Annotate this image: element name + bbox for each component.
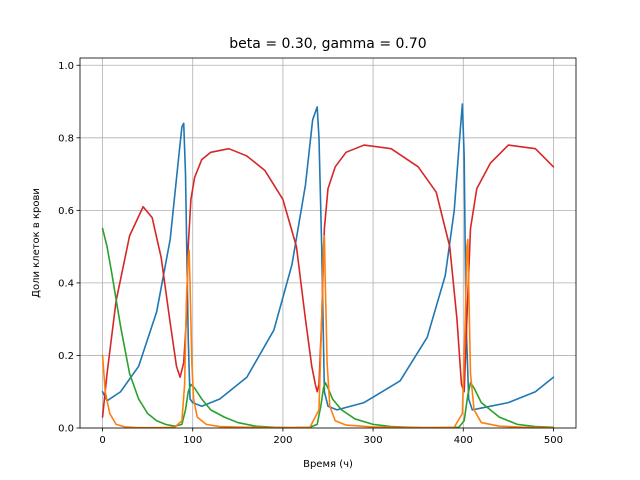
x-tick-label: 500 (544, 435, 563, 446)
x-tick-label: 100 (183, 435, 202, 446)
y-tick-label: 0.4 (58, 278, 74, 289)
y-tick-label: 1.0 (58, 61, 74, 72)
series-line-3 (101, 227, 555, 429)
plot-area-frame (79, 57, 577, 429)
series-line-1 (101, 103, 555, 411)
chart-title: beta = 0.30, gamma = 0.70 (229, 36, 426, 52)
y-tick-label: 0.0 (58, 424, 74, 435)
x-axis-label: Время (ч) (303, 459, 353, 470)
x-tick-label: 0 (99, 435, 105, 446)
series-line-2 (101, 144, 555, 418)
x-tick-label: 300 (364, 435, 383, 446)
y-tick-label: 0.2 (58, 351, 74, 362)
x-tick-label: 400 (454, 435, 473, 446)
series-group (101, 103, 555, 429)
y-tick-label: 0.6 (58, 206, 74, 217)
x-tick-label: 200 (273, 435, 292, 446)
y-axis-label: Доли клеток в крови (31, 188, 42, 298)
y-tick-label: 0.8 (58, 133, 74, 144)
series-line-4 (101, 234, 555, 429)
ticks: 0 100 200 300 400 500 0.0 0.2 0.4 0.6 0.8 1.0 (58, 61, 563, 446)
